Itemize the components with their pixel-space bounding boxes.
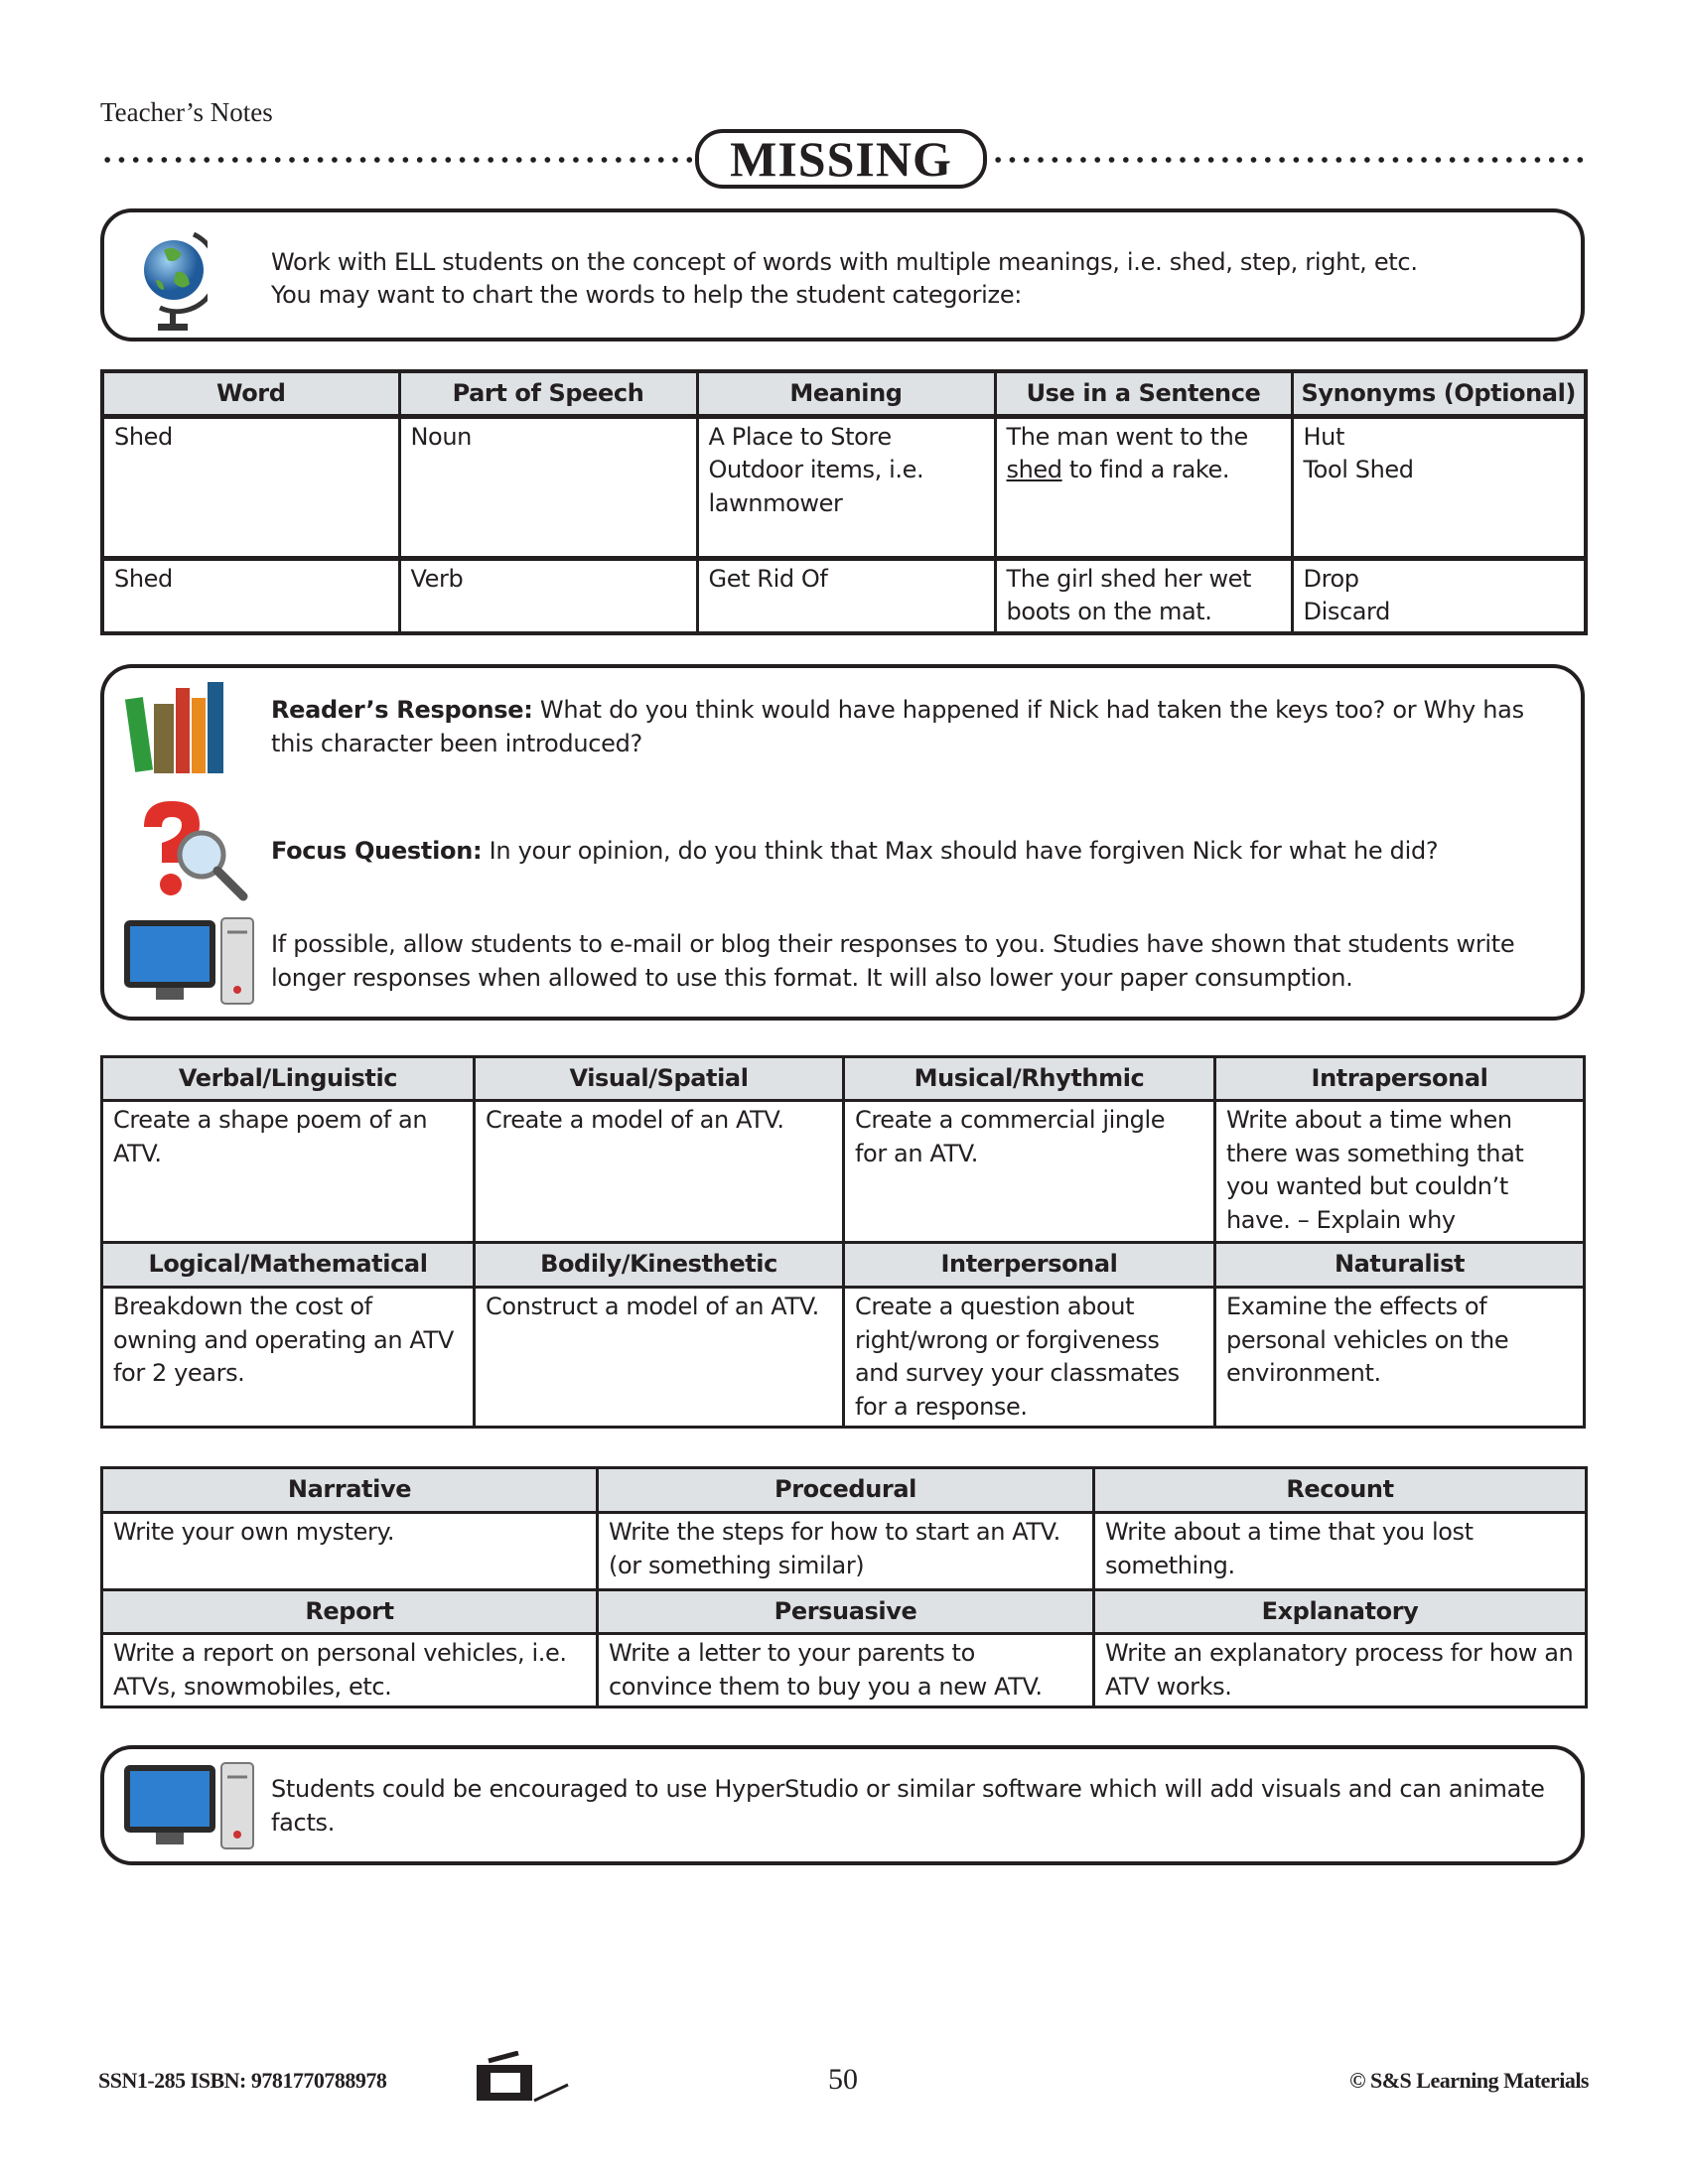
focus-question: Focus Question: In your opinion, do you … bbox=[271, 835, 1439, 869]
writing-activity: Write about a time that you lost somethi… bbox=[1092, 1511, 1588, 1591]
software-note-text: Students could be encouraged to use Hype… bbox=[271, 1775, 1545, 1837]
intelligence-activity: Create a shape poem of an ATV. bbox=[100, 1099, 476, 1244]
intelligence-header: Visual/Spatial bbox=[473, 1055, 845, 1102]
writing-activity: Write the steps for how to start an ATV.… bbox=[596, 1511, 1095, 1591]
writing-activity: Write your own mystery. bbox=[100, 1511, 599, 1591]
question-magnifier-icon bbox=[144, 801, 248, 901]
readers-response: Reader’s Response: What do you think wou… bbox=[271, 694, 1567, 760]
column-header: Meaning bbox=[695, 369, 997, 418]
synonym: Drop bbox=[1303, 564, 1360, 593]
photocopier-icon bbox=[477, 2051, 569, 2103]
synonyms-cell: Drop Discard bbox=[1290, 556, 1588, 634]
meaning-cell: A Place to Store Outdoor items, i.e. law… bbox=[695, 414, 997, 560]
ell-note-box: Work with ELL students on the concept of… bbox=[100, 208, 1585, 341]
sentence-cell: The girl shed her wet boots on the mat. bbox=[993, 556, 1294, 634]
intelligence-activity: Create a model of an ATV. bbox=[473, 1099, 845, 1244]
intelligence-activity: Construct a model of an ATV. bbox=[473, 1286, 845, 1429]
table-row: Shed Verb Get Rid Of The girl shed her w… bbox=[100, 556, 1588, 634]
meaning-cell: Get Rid Of bbox=[695, 556, 997, 634]
intelligence-header: Naturalist bbox=[1213, 1241, 1586, 1289]
focus-question-label: Focus Question: bbox=[271, 837, 483, 865]
books-icon bbox=[124, 682, 223, 773]
response-box: Reader’s Response: What do you think wou… bbox=[100, 664, 1585, 1021]
intelligence-header: Musical/Rhythmic bbox=[842, 1055, 1216, 1102]
readers-response-text: What do you think would have happened if… bbox=[271, 696, 1524, 757]
pos-cell: Noun bbox=[397, 414, 699, 560]
column-header: Part of Speech bbox=[397, 369, 699, 418]
writing-activity: Write an explanatory process for how an … bbox=[1092, 1632, 1588, 1708]
word-cell: Shed bbox=[100, 556, 401, 634]
software-note-box: Students could be encouraged to use Hype… bbox=[100, 1745, 1585, 1865]
column-header: Word bbox=[100, 369, 401, 418]
computer-icon bbox=[124, 917, 254, 1005]
section-label: Teacher’s Notes bbox=[100, 97, 273, 127]
footer-isbn: SSN1-285 ISBN: 9781770788978 bbox=[98, 2068, 387, 2093]
column-header: Use in a Sentence bbox=[993, 369, 1294, 418]
sentence-cell: The man went to the shed to find a rake. bbox=[993, 414, 1294, 560]
writing-activities-table: Narrative Procedural Recount Write your … bbox=[100, 1466, 1588, 1708]
multiple-intelligences-table: Verbal/Linguistic Visual/Spatial Musical… bbox=[100, 1055, 1586, 1429]
writing-activity: Write a letter to your parents to convin… bbox=[596, 1632, 1095, 1708]
intelligence-activity: Write about a time when there was someth… bbox=[1213, 1099, 1586, 1244]
readers-response-label: Reader’s Response: bbox=[271, 696, 533, 724]
dotted-divider bbox=[100, 155, 692, 165]
underlined-word: shed bbox=[1006, 456, 1063, 483]
synonyms-cell: Hut Tool Shed bbox=[1290, 414, 1588, 560]
writing-header: Narrative bbox=[100, 1466, 599, 1514]
globe-icon bbox=[144, 231, 208, 331]
computer-icon bbox=[124, 1762, 254, 1849]
footer-copyright: © S&S Learning Materials bbox=[1349, 2068, 1589, 2093]
writing-activity: Write a report on personal vehicles, i.e… bbox=[100, 1632, 599, 1708]
intelligence-activity: Create a commercial jingle for an ATV. bbox=[842, 1099, 1216, 1244]
column-header: Synonyms (Optional) bbox=[1290, 369, 1588, 418]
writing-header: Report bbox=[100, 1588, 599, 1635]
ell-note-line1: Work with ELL students on the concept of… bbox=[271, 248, 1418, 276]
word-meanings-table: Word Part of Speech Meaning Use in a Sen… bbox=[100, 369, 1588, 635]
writing-header: Persuasive bbox=[596, 1588, 1095, 1635]
page-title: MISSING bbox=[695, 129, 987, 189]
synonym: Discard bbox=[1303, 598, 1391, 625]
intelligence-activity: Create a question about right/wrong or f… bbox=[842, 1286, 1216, 1429]
table-row: Shed Noun A Place to Store Outdoor items… bbox=[100, 414, 1588, 560]
sentence-text: to find a rake. bbox=[1061, 456, 1230, 483]
page-number: 50 bbox=[828, 2063, 858, 2096]
intelligence-header: Intrapersonal bbox=[1213, 1055, 1586, 1102]
pos-cell: Verb bbox=[397, 556, 699, 634]
intelligence-header: Bodily/Kinesthetic bbox=[473, 1241, 845, 1289]
word-cell: Shed bbox=[100, 414, 401, 560]
synonym: Tool Shed bbox=[1303, 456, 1414, 483]
writing-header: Procedural bbox=[596, 1466, 1095, 1514]
sentence-text: The man went to the bbox=[1006, 422, 1249, 451]
writing-header: Explanatory bbox=[1092, 1588, 1588, 1635]
ell-note-line2: You may want to chart the words to help … bbox=[271, 281, 1023, 309]
intelligence-header: Interpersonal bbox=[842, 1241, 1216, 1289]
email-suggestion: If possible, allow students to e-mail or… bbox=[271, 930, 1515, 992]
focus-question-text: In your opinion, do you think that Max s… bbox=[482, 837, 1439, 865]
intelligence-header: Verbal/Linguistic bbox=[100, 1055, 476, 1102]
writing-header: Recount bbox=[1092, 1466, 1588, 1514]
dotted-divider bbox=[991, 155, 1591, 165]
intelligence-header: Logical/Mathematical bbox=[100, 1241, 476, 1289]
intelligence-activity: Breakdown the cost of owning and operati… bbox=[100, 1286, 476, 1429]
intelligence-activity: Examine the effects of personal vehicles… bbox=[1213, 1286, 1586, 1429]
synonym: Hut bbox=[1303, 422, 1345, 451]
